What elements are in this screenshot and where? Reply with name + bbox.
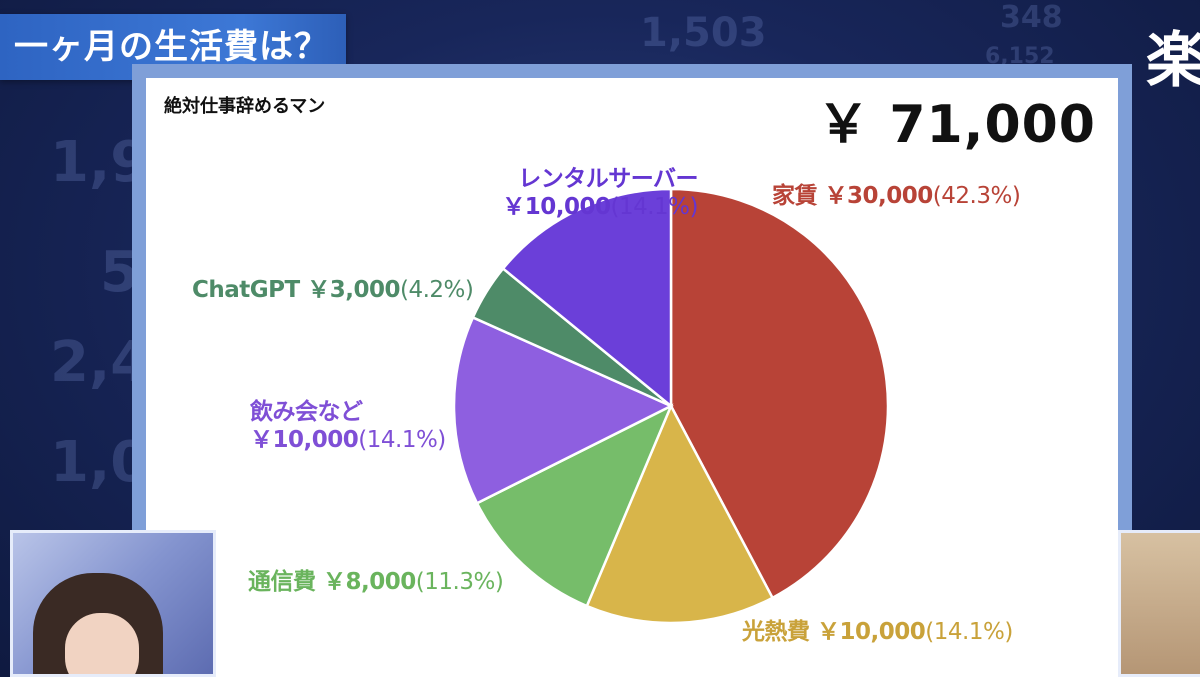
pie-label-name: 通信費 [248, 569, 316, 595]
guest-thumbnail [1118, 530, 1200, 677]
pie-label-value: ￥3,000 [307, 277, 400, 303]
page-title-banner: 一ヶ月の生活費は？ [0, 14, 346, 80]
pie-label-name: 飲み会など [250, 399, 363, 425]
pie-label-value: ￥10,000 [817, 619, 926, 645]
pie-label-value: ￥10,000 [502, 194, 611, 220]
background-number: 1,503 [640, 10, 767, 56]
pie-label-value: ￥10,000 [250, 427, 359, 453]
pie-slice-2 [475, 403, 674, 608]
pie-slice-3 [452, 315, 674, 505]
chart-panel: 絶対仕事辞めるマン ￥ 71,000 家賃 ￥30,000(42.3%) 光熱費 … [146, 78, 1118, 677]
pie-label-percent: (11.3%) [415, 569, 504, 595]
pie-label-1: 光熱費 ￥10,000(14.1%) [742, 618, 1013, 646]
pie-label-percent: (14.1%) [610, 194, 698, 220]
pie-label-0: 家賃 ￥30,000(42.3%) [772, 182, 1021, 210]
pie-label-name: レンタルサーバー [518, 166, 698, 192]
page-title: 一ヶ月の生活費は？ [14, 27, 329, 67]
pie-label-2: 通信費 ￥8,000(11.3%) [248, 568, 504, 596]
pie-label-4: ChatGPT ￥3,000(4.2%) [192, 276, 474, 304]
presenter-thumbnail [10, 530, 216, 677]
pie-label-percent: (14.1%) [925, 619, 1013, 645]
pie-label-percent: (14.1%) [358, 427, 446, 453]
person-label: 絶対仕事辞めるマン [164, 96, 326, 117]
corner-glyph: 楽 [1146, 26, 1200, 96]
pie-label-3: 飲み会など ￥10,000(14.1%) [250, 398, 446, 454]
background-number: 348 [1000, 0, 1063, 35]
pie-label-percent: (42.3%) [932, 183, 1021, 209]
pie-label-value: ￥30,000 [824, 183, 934, 209]
pie-label-5: レンタルサーバー ￥10,000(14.1%) [502, 165, 698, 221]
pie-slice-1 [585, 403, 775, 625]
pie-label-value: ￥8,000 [323, 569, 416, 595]
presenter-face [65, 613, 139, 674]
pie-slice-0 [669, 187, 890, 600]
pie-label-name: ChatGPT [192, 277, 300, 303]
pie-chart [452, 187, 890, 625]
pie-label-name: 家賃 [772, 183, 818, 209]
pie-label-percent: (4.2%) [399, 277, 474, 303]
pie-label-name: 光熱費 [742, 619, 810, 645]
pie-slice-5 [501, 187, 673, 409]
total-amount: ￥ 71,000 [817, 95, 1096, 155]
